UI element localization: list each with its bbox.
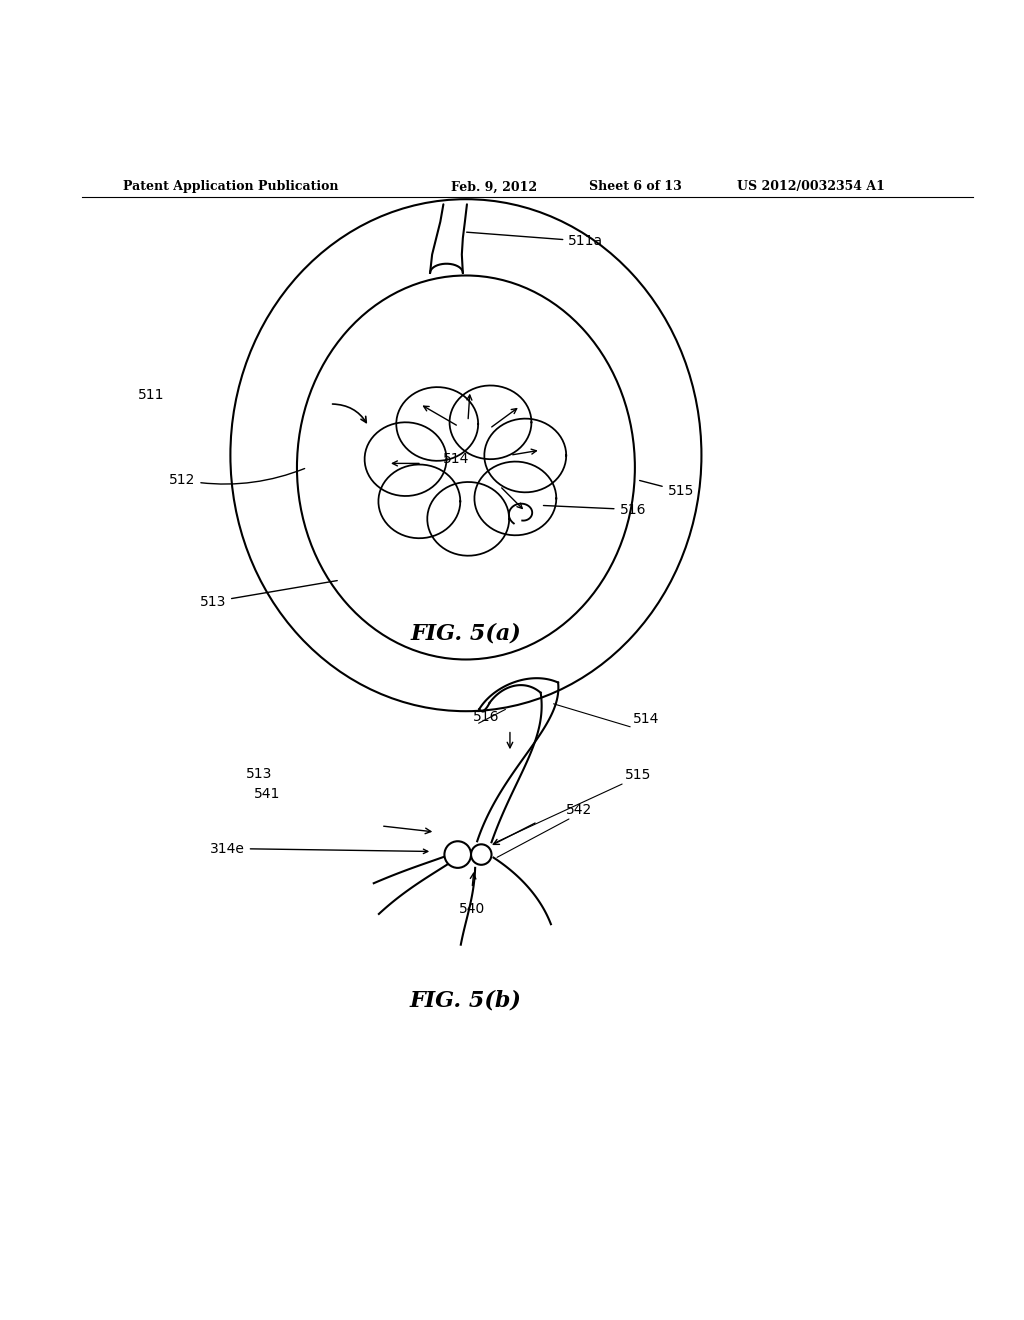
Text: 511: 511	[138, 388, 165, 401]
Text: Patent Application Publication: Patent Application Publication	[123, 181, 338, 194]
Text: 515: 515	[640, 480, 694, 498]
Text: 514: 514	[442, 453, 469, 466]
Text: 314e: 314e	[210, 842, 428, 855]
Circle shape	[471, 845, 492, 865]
Text: 514: 514	[633, 713, 659, 726]
Circle shape	[444, 841, 471, 867]
Text: 513: 513	[200, 581, 337, 609]
Text: 511a: 511a	[467, 232, 603, 248]
Text: 515: 515	[625, 768, 651, 781]
Text: FIG. 5(a): FIG. 5(a)	[411, 623, 521, 644]
Text: US 2012/0032354 A1: US 2012/0032354 A1	[737, 181, 885, 194]
Text: Feb. 9, 2012: Feb. 9, 2012	[451, 181, 537, 194]
Text: 541: 541	[254, 787, 281, 801]
Text: 540: 540	[459, 902, 485, 916]
Text: 516: 516	[473, 710, 500, 725]
Text: 542: 542	[566, 803, 593, 817]
Text: 512: 512	[169, 469, 304, 487]
Text: Sheet 6 of 13: Sheet 6 of 13	[589, 181, 682, 194]
Text: 516: 516	[544, 503, 646, 516]
Text: FIG. 5(b): FIG. 5(b)	[410, 989, 522, 1011]
Text: 513: 513	[246, 767, 272, 780]
